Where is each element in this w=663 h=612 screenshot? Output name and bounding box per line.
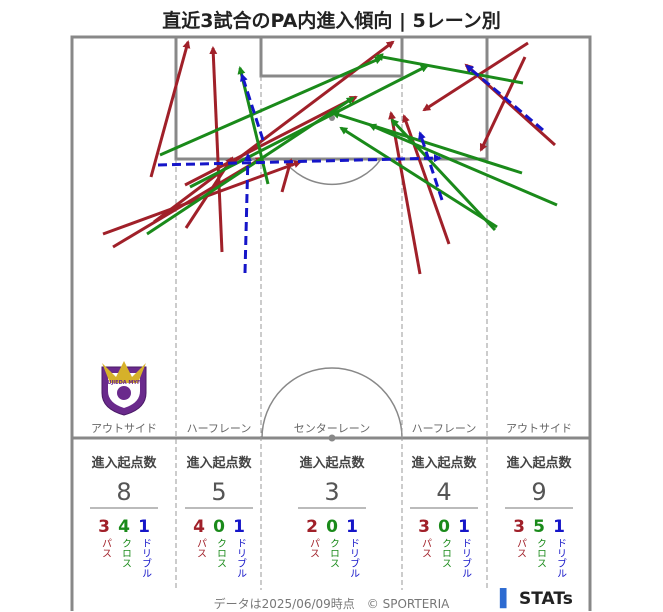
pass-legend-2: パス [308, 538, 320, 558]
centre-spot [328, 434, 336, 442]
pass-count-0: 3 [98, 517, 110, 537]
brand-icon: ▌ [500, 589, 514, 609]
start-label-2: 進入起点数 [299, 455, 365, 471]
dribble-arrow-26 [465, 64, 544, 132]
pass-arrow-12 [464, 63, 557, 147]
cross-arrow-16 [189, 64, 429, 189]
dribble-count-2: 1 [346, 517, 358, 537]
pass-legend-3: パス [420, 538, 432, 558]
chart-title: 直近3試合のPA内進入傾向 | 5レーン別 [162, 10, 501, 32]
pass-count-1: 4 [193, 517, 205, 537]
pass-arrow-7 [184, 95, 358, 187]
start-label-3: 進入起点数 [411, 455, 477, 471]
lane-label-2: センターレーン [294, 422, 370, 435]
team-crest: FUJIEDA MYFC [101, 361, 147, 416]
pass-count-3: 3 [418, 517, 430, 537]
goal-area [259, 35, 404, 78]
lane-label-4: アウトサイド [506, 422, 572, 435]
cross-legend-0: クロス [120, 538, 131, 568]
entry-arrows [102, 40, 558, 275]
dribble-arrow-25 [418, 131, 444, 201]
total-count-0: 8 [116, 478, 131, 506]
dribble-arrow-23 [240, 73, 265, 141]
brand-text: STATs [519, 589, 573, 609]
start-label-0: 進入起点数 [91, 455, 157, 471]
cross-arrow-13 [237, 66, 270, 185]
cross-legend-3: クロス [440, 538, 451, 568]
dribble-count-4: 1 [553, 517, 565, 537]
cross-legend-2: クロス [328, 538, 339, 568]
pass-count-2: 2 [306, 517, 318, 537]
lane-label-0: アウトサイド [91, 422, 157, 435]
lane-dividers [175, 76, 488, 590]
centre-circle [261, 367, 403, 439]
pass-count-4: 3 [513, 517, 525, 537]
cross-count-2: 0 [326, 517, 338, 537]
footer-note: データは2025/06/09時点 © SPORTERIA [213, 597, 450, 611]
total-count-4: 9 [531, 478, 546, 506]
brand-logo: ▌ STATs [500, 589, 573, 609]
cross-count-1: 0 [213, 517, 225, 537]
dribble-legend-0: ドリブル [140, 538, 152, 578]
cross-legend-4: クロス [535, 538, 546, 568]
dribble-count-1: 1 [233, 517, 245, 537]
dribble-arrow-24 [157, 154, 442, 167]
start-label-4: 進入起点数 [506, 455, 572, 471]
cross-arrow-18 [339, 126, 498, 229]
penalty-arc [282, 158, 382, 186]
dribble-legend-3: ドリブル [460, 538, 472, 578]
pass-arrow-1 [209, 46, 224, 253]
cross-count-4: 5 [533, 517, 545, 537]
dribble-count-0: 1 [138, 517, 150, 537]
dribble-arrow-22 [243, 153, 252, 274]
lane-label-1: ハーフレーン [187, 422, 252, 435]
pass-legend-0: パス [100, 538, 112, 558]
pass-arrow-11 [479, 56, 527, 152]
cross-arrow-19 [331, 111, 523, 175]
pass-arrow-6 [280, 158, 294, 193]
lane-label-3: ハーフレーン [412, 422, 477, 435]
pass-legend-4: パス [515, 538, 527, 558]
dribble-legend-4: ドリブル [555, 538, 567, 578]
cross-arrow-14 [159, 56, 383, 157]
dribble-legend-1: ドリブル [235, 538, 247, 578]
total-count-2: 3 [324, 478, 339, 506]
cross-arrow-21 [390, 118, 497, 232]
pass-arrow-8 [388, 111, 422, 275]
cross-arrow-17 [375, 53, 524, 85]
start-label-1: 進入起点数 [186, 455, 252, 471]
dribble-count-3: 1 [458, 517, 470, 537]
pass-legend-1: パス [195, 538, 207, 558]
total-count-3: 4 [436, 478, 451, 506]
pass-arrow-0 [149, 40, 191, 178]
cross-count-3: 0 [438, 517, 450, 537]
cross-legend-1: クロス [215, 538, 226, 568]
total-count-1: 5 [211, 478, 226, 506]
pass-arrow-5 [153, 40, 395, 224]
crest-text: FUJIEDA MYFC [104, 380, 144, 386]
cross-arrow-20 [368, 123, 558, 207]
cross-count-0: 4 [118, 517, 130, 537]
dribble-legend-2: ドリブル [348, 538, 360, 578]
pass-arrow-10 [422, 41, 529, 112]
